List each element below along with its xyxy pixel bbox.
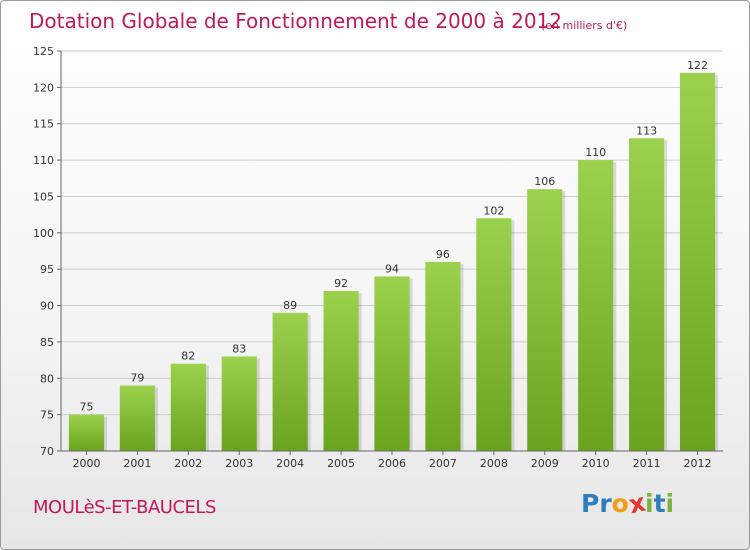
y-tick-label: 120 <box>33 81 54 94</box>
x-tick-label: 2011 <box>633 457 661 470</box>
logo-letter: i <box>645 489 654 518</box>
logo-letter: i <box>665 489 675 518</box>
bar <box>68 414 105 451</box>
data-label: 83 <box>232 342 246 355</box>
x-tick-label: 2008 <box>480 457 508 470</box>
logo-letter: r <box>599 489 612 518</box>
bar <box>272 312 308 451</box>
bars: 75 79 82 83 89 92 94 96 102 106 110 113 122 <box>68 59 719 452</box>
chart-title: Dotation Globale de Fonctionnement de 20… <box>29 9 562 33</box>
bar <box>221 356 257 451</box>
data-label: 122 <box>687 59 708 72</box>
y-tick-label: 110 <box>33 154 54 167</box>
x-tick-label: 2004 <box>276 457 304 470</box>
bar <box>425 261 461 451</box>
axes: 70 75 80 85 90 95 100 105 110 115 120 125 2000 2001 20… <box>33 45 723 470</box>
x-tick-label: 2010 <box>582 457 610 470</box>
bar <box>323 291 359 451</box>
x-tick-label: 2007 <box>429 457 457 470</box>
bar <box>374 276 410 451</box>
x-tick-label: 2005 <box>327 457 355 470</box>
data-label: 106 <box>534 175 555 188</box>
bar <box>679 72 716 452</box>
data-label: 82 <box>181 350 195 363</box>
x-tick-label: 2002 <box>174 457 202 470</box>
bar <box>629 138 665 452</box>
data-label: 110 <box>585 146 606 159</box>
y-tick-label: 125 <box>33 45 54 58</box>
x-tick-label: 2012 <box>684 457 712 470</box>
data-label: 92 <box>334 277 348 290</box>
commune-name: MOULèS-ET-BAUCELS <box>33 497 216 518</box>
data-label: 79 <box>130 372 144 385</box>
x-tick-label: 2003 <box>225 457 253 470</box>
bar <box>527 189 563 451</box>
y-tick-label: 70 <box>40 445 54 458</box>
data-label: 89 <box>283 299 297 312</box>
logo-letter: o <box>611 489 629 518</box>
x-tick-label: 2001 <box>123 457 151 470</box>
bar <box>170 363 206 451</box>
y-tick-label: 95 <box>40 263 54 276</box>
proxiti-logo: Proxiti <box>581 488 675 520</box>
x-tick-label: 2009 <box>531 457 559 470</box>
y-tick-label: 100 <box>33 227 54 240</box>
data-label: 102 <box>483 204 504 217</box>
chart-unit-label: (en milliers d'€) <box>541 19 628 32</box>
y-tick-label: 115 <box>33 118 54 131</box>
data-label: 113 <box>636 124 657 137</box>
y-tick-label: 105 <box>33 190 54 203</box>
x-tick-label: 2006 <box>378 457 406 470</box>
y-tick-label: 90 <box>40 300 54 313</box>
data-label: 75 <box>79 401 93 414</box>
logo-letter: t <box>653 489 666 518</box>
bar <box>578 160 614 451</box>
logo-letter: P <box>581 489 600 518</box>
bar <box>476 218 512 451</box>
bar <box>119 385 155 451</box>
x-tick-label: 2000 <box>72 457 100 470</box>
y-tick-label: 75 <box>40 409 54 422</box>
data-label: 96 <box>436 248 450 261</box>
y-tick-label: 85 <box>40 336 54 349</box>
y-tick-label: 80 <box>40 372 54 385</box>
data-label: 94 <box>385 262 399 275</box>
